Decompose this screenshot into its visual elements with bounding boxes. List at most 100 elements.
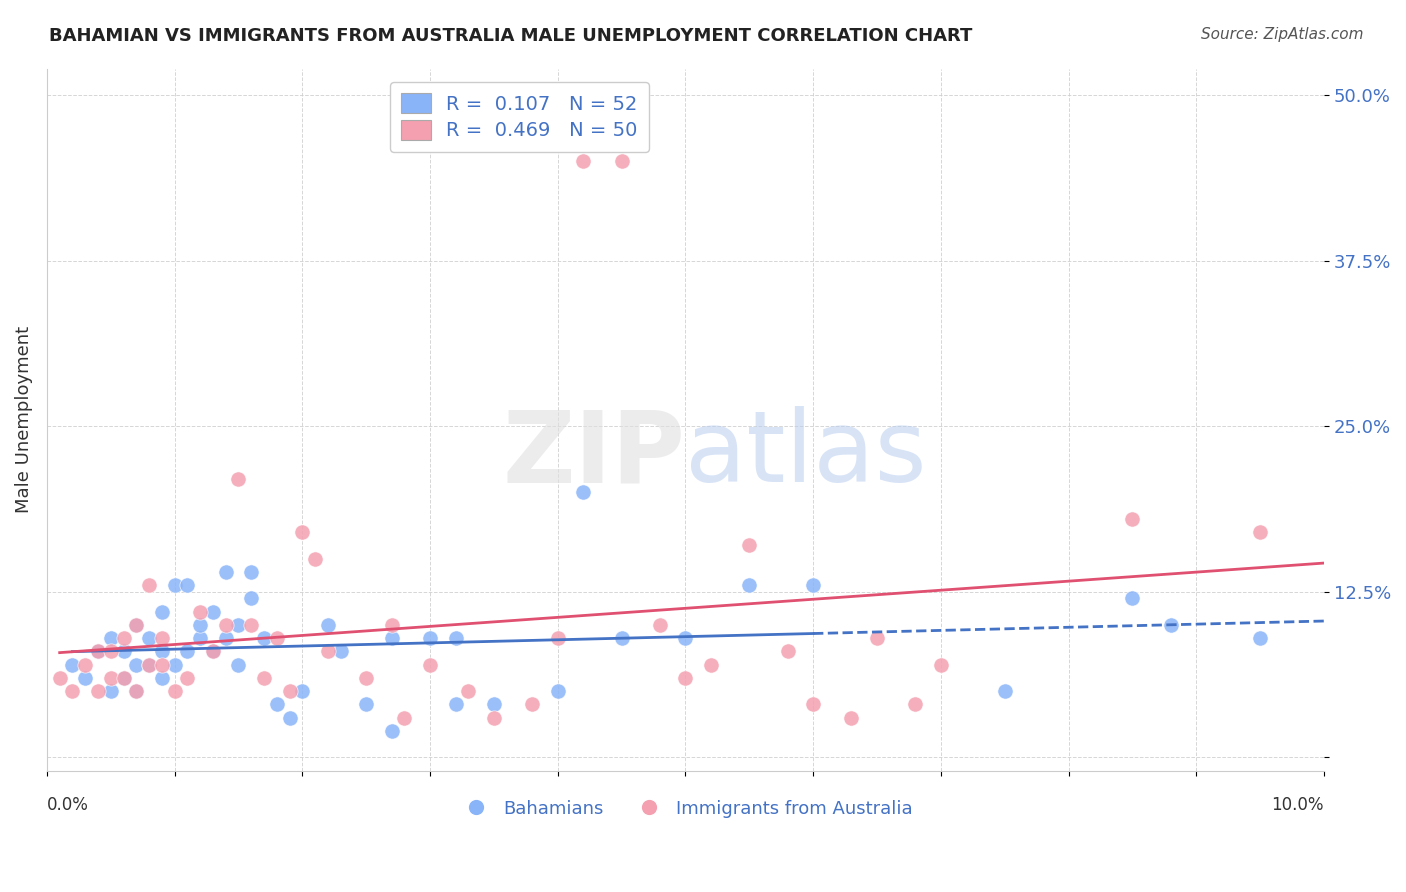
Point: [100, 684, 122, 698]
Point: [240, 591, 263, 606]
Point: [801, 578, 824, 592]
Point: [520, 698, 543, 712]
Point: [176, 644, 198, 658]
Point: [253, 671, 276, 685]
Point: [100, 644, 122, 658]
Point: [112, 631, 135, 645]
Point: [150, 605, 173, 619]
Point: [673, 671, 696, 685]
Point: [291, 525, 314, 540]
Point: [215, 565, 238, 579]
Point: [700, 657, 723, 672]
Point: [482, 698, 505, 712]
Point: [1121, 591, 1143, 606]
Text: ZIP: ZIP: [502, 406, 685, 503]
Point: [240, 565, 263, 579]
Point: [201, 644, 224, 658]
Point: [125, 618, 148, 632]
Point: [841, 711, 863, 725]
Text: 0.0%: 0.0%: [46, 796, 89, 814]
Point: [291, 684, 314, 698]
Point: [316, 644, 339, 658]
Point: [929, 657, 952, 672]
Point: [1160, 618, 1182, 632]
Point: [87, 684, 110, 698]
Point: [482, 711, 505, 725]
Point: [381, 723, 404, 738]
Point: [138, 657, 160, 672]
Text: atlas: atlas: [685, 406, 927, 503]
Point: [176, 578, 198, 592]
Point: [215, 631, 238, 645]
Point: [150, 644, 173, 658]
Point: [201, 605, 224, 619]
Text: Source: ZipAtlas.com: Source: ZipAtlas.com: [1201, 27, 1364, 42]
Point: [215, 618, 238, 632]
Point: [201, 644, 224, 658]
Point: [610, 154, 633, 169]
Point: [572, 154, 595, 169]
Point: [457, 684, 479, 698]
Point: [329, 644, 352, 658]
Point: [62, 684, 84, 698]
Point: [138, 578, 160, 592]
Point: [138, 631, 160, 645]
Point: [150, 631, 173, 645]
Point: [776, 644, 799, 658]
Point: [572, 485, 595, 500]
Point: [316, 618, 339, 632]
Point: [266, 631, 288, 645]
Point: [150, 671, 173, 685]
Text: BAHAMIAN VS IMMIGRANTS FROM AUSTRALIA MALE UNEMPLOYMENT CORRELATION CHART: BAHAMIAN VS IMMIGRANTS FROM AUSTRALIA MA…: [49, 27, 973, 45]
Point: [48, 671, 70, 685]
Point: [444, 631, 467, 645]
Point: [547, 684, 569, 698]
Point: [866, 631, 889, 645]
Point: [163, 578, 186, 592]
Point: [278, 711, 301, 725]
Point: [75, 657, 97, 672]
Point: [150, 657, 173, 672]
Y-axis label: Male Unemployment: Male Unemployment: [15, 326, 32, 513]
Point: [228, 472, 250, 486]
Point: [100, 631, 122, 645]
Point: [1249, 525, 1271, 540]
Point: [240, 618, 263, 632]
Point: [125, 684, 148, 698]
Point: [354, 671, 377, 685]
Point: [188, 631, 211, 645]
Point: [62, 657, 84, 672]
Point: [188, 618, 211, 632]
Text: 10.0%: 10.0%: [1271, 796, 1324, 814]
Point: [738, 578, 761, 592]
Point: [673, 631, 696, 645]
Point: [547, 631, 569, 645]
Point: [394, 711, 416, 725]
Point: [100, 671, 122, 685]
Point: [994, 684, 1017, 698]
Point: [266, 698, 288, 712]
Point: [253, 631, 276, 645]
Point: [125, 684, 148, 698]
Point: [87, 644, 110, 658]
Point: [87, 644, 110, 658]
Legend: Bahamians, Immigrants from Australia: Bahamians, Immigrants from Australia: [451, 792, 920, 825]
Point: [444, 698, 467, 712]
Point: [228, 618, 250, 632]
Point: [419, 657, 441, 672]
Point: [381, 618, 404, 632]
Point: [176, 671, 198, 685]
Point: [125, 618, 148, 632]
Point: [112, 644, 135, 658]
Point: [188, 605, 211, 619]
Point: [304, 551, 326, 566]
Point: [801, 698, 824, 712]
Point: [228, 657, 250, 672]
Point: [381, 631, 404, 645]
Point: [112, 671, 135, 685]
Point: [138, 657, 160, 672]
Point: [75, 671, 97, 685]
Point: [112, 671, 135, 685]
Point: [738, 539, 761, 553]
Point: [904, 698, 927, 712]
